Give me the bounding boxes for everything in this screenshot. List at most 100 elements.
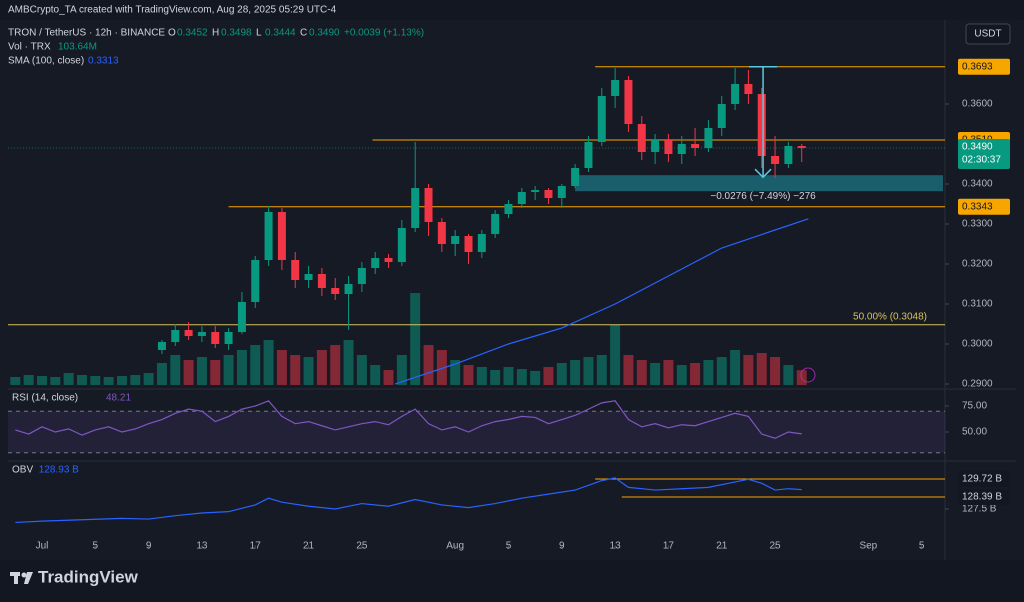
volume-bar [156, 363, 167, 385]
volume-bar [583, 357, 594, 385]
volume-bar [356, 355, 367, 385]
volume-bar [383, 370, 394, 385]
candle-body [437, 222, 446, 244]
currency[interactable]: USDT [974, 29, 1001, 40]
candle-body [491, 214, 500, 234]
x-tick-label: 5 [93, 541, 99, 552]
candle-body [517, 192, 526, 204]
volume-bar [650, 363, 661, 385]
level-label-box [958, 470, 1010, 487]
candle-body [597, 96, 606, 142]
candle-body [664, 140, 673, 154]
candle-body [251, 260, 260, 302]
volume-bar [716, 357, 727, 385]
candle-body [477, 234, 486, 252]
candle-body [557, 186, 566, 198]
volume-bar [23, 375, 34, 385]
credit: AMBCrypto_TA created with TradingView.co… [8, 5, 337, 16]
pane-title: OBV [12, 465, 33, 476]
volume-bar [423, 345, 434, 385]
volume-bar [50, 377, 61, 385]
legend-key: O [168, 28, 176, 39]
y-tick-label: 0.3300 [962, 219, 993, 230]
legend-sma: SMA (100, close) [8, 56, 84, 67]
volume-bar [636, 360, 647, 385]
x-tick-label: 17 [250, 541, 262, 552]
last-price-box [958, 139, 1010, 169]
level-label-box [958, 198, 1010, 215]
volume-bar [143, 373, 154, 385]
legend-key: L [256, 28, 262, 39]
candle-body [157, 342, 166, 350]
y-tick-label: 127.5 B [962, 504, 997, 515]
candle-body [757, 94, 766, 156]
x-tick-label: 21 [716, 541, 728, 552]
candle-body [424, 188, 433, 222]
volume-bar [556, 363, 567, 385]
candle-body [771, 156, 780, 164]
volume-bar [276, 350, 287, 385]
volume-bar [610, 325, 621, 385]
volume-bar [90, 376, 101, 385]
x-tick-label: 5 [506, 541, 512, 552]
x-tick-label: Jul [36, 541, 49, 552]
x-tick-label: 13 [610, 541, 622, 552]
level-label-box [958, 488, 1010, 505]
candle-body [784, 146, 793, 164]
candle-body [677, 144, 686, 154]
candle-body [611, 80, 620, 96]
level-label-box [958, 58, 1010, 75]
currency-box[interactable] [965, 23, 1011, 45]
x-tick-label: 9 [559, 541, 565, 552]
volume-bar [410, 293, 421, 385]
level-label: 0.3343 [962, 201, 993, 212]
candle-body [544, 190, 553, 198]
volume-bar [690, 363, 701, 385]
volume-bar [36, 376, 47, 385]
legend-change: +0.0039 (+1.13%) [344, 28, 424, 39]
y-tick-label: 0.3100 [962, 299, 993, 310]
volume-bar [436, 350, 447, 385]
legend-value: 0.3452 [177, 28, 208, 39]
volume-bar [503, 367, 514, 385]
volume-bar [303, 357, 314, 385]
measure-label: −0.0276 (−7.49%) −276 [710, 191, 816, 202]
volume-bar [76, 375, 87, 385]
series-line [15, 400, 802, 439]
candle-body [451, 236, 460, 244]
candle-body [651, 140, 660, 152]
pane-title: RSI (14, close) [12, 393, 78, 404]
volume-bar [676, 365, 687, 385]
volume-bar [463, 365, 474, 385]
level-label: 0.3693 [962, 61, 993, 72]
x-tick-label: 5 [919, 541, 925, 552]
volume-bar [196, 357, 207, 385]
legend-volume: Vol · TRX [8, 42, 51, 53]
candle-body [464, 236, 473, 252]
brand: TradingView [38, 567, 139, 586]
volume-bar [703, 360, 714, 385]
candle-body [731, 84, 740, 104]
y-tick-label: 0.3000 [962, 339, 993, 350]
legend-symbol: TRON / TetherUS · 12h · BINANCE [8, 28, 165, 39]
volume-bar [10, 377, 21, 385]
last-price: 0.3490 [962, 142, 993, 153]
legend-key: H [212, 28, 219, 39]
candle-body [304, 274, 313, 280]
x-tick-label: 25 [769, 541, 781, 552]
x-tick-label: Aug [446, 541, 464, 552]
candle-body [331, 288, 340, 294]
candle-body [291, 260, 300, 280]
volume-bar [210, 360, 221, 385]
candle-body [184, 330, 193, 336]
x-tick-label: 13 [196, 541, 208, 552]
volume-bar [223, 355, 234, 385]
y-tick-label: 0.3600 [962, 99, 993, 110]
legend-value: 0.3444 [265, 28, 296, 39]
series-line [15, 477, 802, 524]
candle-body [624, 80, 633, 124]
candle-body [384, 258, 393, 262]
candle-body [691, 144, 700, 148]
